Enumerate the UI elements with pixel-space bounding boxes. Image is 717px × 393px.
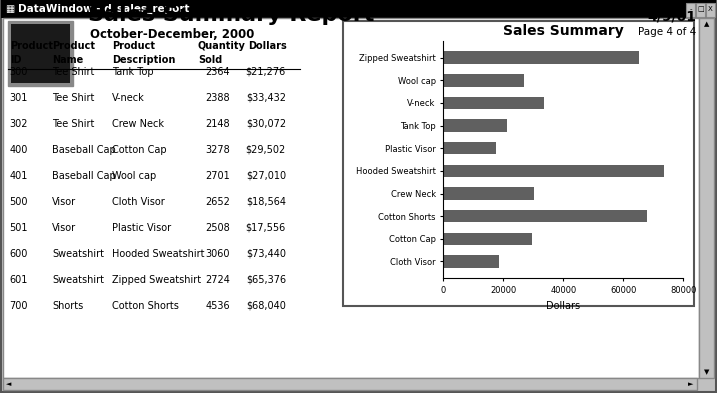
Text: Sweatshirt: Sweatshirt [52,249,104,259]
FancyBboxPatch shape [3,18,699,378]
Text: Sales Summary Report: Sales Summary Report [88,5,374,25]
Text: DataWindow - d_sales_report: DataWindow - d_sales_report [18,4,189,14]
Text: Product: Product [52,41,95,51]
Text: Sweatshirt: Sweatshirt [52,275,104,285]
Text: 3278: 3278 [205,145,230,155]
Text: Description: Description [112,55,176,65]
Text: V-neck: V-neck [112,93,145,103]
Text: Cloth Visor: Cloth Visor [112,197,165,207]
Text: $17,556: $17,556 [246,223,286,233]
Text: Cotton Shorts: Cotton Shorts [112,301,179,311]
FancyBboxPatch shape [696,3,705,17]
Text: Name: Name [52,55,83,65]
Text: Cotton Cap: Cotton Cap [112,145,166,155]
Text: Shorts: Shorts [52,301,83,311]
Text: $27,010: $27,010 [246,171,286,181]
Text: -: - [689,6,692,12]
Text: Hooded Sweatshirt: Hooded Sweatshirt [112,249,204,259]
FancyBboxPatch shape [1,0,716,18]
Text: Tank Top: Tank Top [112,67,153,77]
Text: 2652: 2652 [205,197,230,207]
Bar [443,74,524,86]
Text: Tee Shirt: Tee Shirt [52,119,95,129]
Text: Dollars: Dollars [248,41,287,51]
Text: Page 4 of 4: Page 4 of 4 [637,27,696,37]
Text: ▦: ▦ [5,4,14,14]
Text: $18,564: $18,564 [246,197,286,207]
Text: Plastic Visor: Plastic Visor [112,223,171,233]
Text: Baseball Cap: Baseball Cap [52,145,115,155]
Title: Sales Summary: Sales Summary [503,24,624,38]
Bar [443,97,543,109]
Text: Sold: Sold [198,55,222,65]
Text: Quantity: Quantity [198,41,246,51]
Text: $33,432: $33,432 [246,93,286,103]
FancyBboxPatch shape [11,24,70,83]
Text: Product: Product [10,41,53,51]
Text: 500: 500 [9,197,28,207]
Bar [443,119,507,132]
Text: 501: 501 [9,223,28,233]
Text: 2508: 2508 [205,223,230,233]
Text: $68,040: $68,040 [246,301,286,311]
Text: 601: 601 [9,275,28,285]
FancyBboxPatch shape [699,18,714,378]
Bar [443,51,640,64]
Text: $73,440: $73,440 [246,249,286,259]
Bar [443,142,496,154]
Text: Tee Shirt: Tee Shirt [52,93,95,103]
Text: $65,376: $65,376 [246,275,286,285]
X-axis label: Dollars: Dollars [546,301,580,311]
Text: ►: ► [688,381,693,387]
Text: Zipped Sweatshirt: Zipped Sweatshirt [112,275,201,285]
Text: 4/9/01: 4/9/01 [647,9,696,23]
FancyBboxPatch shape [3,378,697,390]
FancyBboxPatch shape [8,21,73,86]
Text: 2364: 2364 [205,67,230,77]
Text: Crew Neck: Crew Neck [112,119,164,129]
Text: $21,276: $21,276 [246,67,286,77]
Text: 400: 400 [9,145,28,155]
Bar [443,187,533,200]
FancyBboxPatch shape [706,3,715,17]
Text: 2724: 2724 [205,275,230,285]
Text: 2701: 2701 [205,171,230,181]
Text: Tee Shirt: Tee Shirt [52,67,95,77]
Text: ▲: ▲ [704,21,709,27]
Text: □: □ [697,6,704,12]
Text: 300: 300 [9,67,28,77]
Text: $29,502: $29,502 [246,145,286,155]
Text: October-December, 2000: October-December, 2000 [90,28,255,41]
Text: 301: 301 [9,93,28,103]
Text: 302: 302 [9,119,28,129]
Bar [443,255,499,268]
Bar [443,210,647,222]
Text: Visor: Visor [52,223,76,233]
FancyBboxPatch shape [343,21,694,306]
Text: Visor: Visor [52,197,76,207]
Bar [443,233,532,245]
Text: 401: 401 [9,171,28,181]
Text: ID: ID [10,55,22,65]
Text: 600: 600 [9,249,28,259]
Text: Product: Product [112,41,155,51]
Text: Baseball Cap: Baseball Cap [52,171,115,181]
Text: ◄: ◄ [6,381,11,387]
Text: X: X [708,6,713,12]
Text: $30,072: $30,072 [246,119,286,129]
Text: 2148: 2148 [205,119,230,129]
Text: Wool cap: Wool cap [112,171,156,181]
Text: 4536: 4536 [205,301,230,311]
Text: 3060: 3060 [206,249,230,259]
Text: ▼: ▼ [704,369,709,375]
Text: 2388: 2388 [205,93,230,103]
FancyBboxPatch shape [686,3,695,17]
Bar [443,165,663,177]
Text: 700: 700 [9,301,28,311]
